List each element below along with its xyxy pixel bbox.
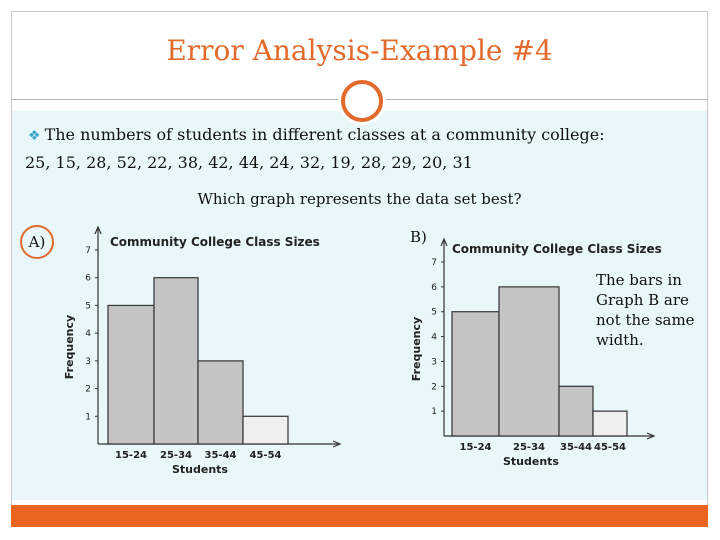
prompt-text: The numbers of students in different cla… [44, 125, 605, 144]
y-tick-label: 1 [431, 407, 437, 417]
y-tick-label: 1 [85, 412, 91, 422]
x-axis-arrow-icon [646, 432, 656, 440]
chart-title: Community College Class Sizes [110, 235, 320, 249]
bullet-icon: ❖ [28, 128, 41, 144]
prompt-line: ❖ The numbers of students in different cl… [28, 125, 605, 144]
x-axis-label: Students [172, 463, 228, 476]
graph-b: Community College Class Sizes Frequency 1 2… [410, 237, 662, 468]
y-axis-label: Frequency [63, 315, 76, 379]
y-tick-label: 5 [85, 301, 91, 311]
y-tick-label: 3 [85, 357, 91, 367]
x-tick-label: 15-24 [115, 450, 147, 461]
slide-title: Error Analysis-Example #4 [166, 34, 553, 67]
y-axis-arrow-icon [94, 225, 102, 235]
data-line: 25, 15, 28, 52, 22, 38, 42, 44, 24, 32, … [25, 153, 473, 172]
bar-45-54 [242, 415, 289, 445]
y-axis-label: Frequency [410, 317, 423, 381]
y-tick-label: 3 [431, 357, 437, 367]
chart-title: Community College Class Sizes [452, 242, 662, 256]
y-tick-label: 4 [85, 329, 91, 339]
y-tick-label: 7 [431, 258, 437, 268]
x-tick-label: 35-44 [560, 442, 592, 453]
y-tick-label: 2 [431, 382, 437, 392]
y-tick-label: 6 [85, 274, 91, 284]
footer-bar [11, 505, 708, 527]
y-tick-label: 2 [85, 385, 91, 395]
y-tick-label: 6 [431, 283, 437, 293]
y-tick-label: 4 [431, 333, 437, 343]
decorative-circle-icon [341, 80, 383, 122]
x-axis-label: Students [503, 455, 559, 468]
option-b-label: B) [410, 228, 427, 246]
x-axis-arrow-icon [332, 440, 342, 448]
y-tick-label: 7 [85, 246, 91, 256]
bar-25-34 [153, 277, 199, 445]
bar-45-54 [592, 410, 628, 437]
y-tick-label: 5 [431, 308, 437, 318]
question-text: Which graph represents the data set best… [197, 190, 522, 208]
graph-a: Community College Class Sizes Frequency 1 2… [63, 225, 342, 476]
note-text: The bars in Graph B are not the same wid… [596, 271, 695, 349]
bar-25-34 [498, 286, 560, 437]
option-a-label: A) [20, 225, 54, 259]
bar-35-44 [197, 360, 244, 445]
x-tick-label: 25-34 [160, 450, 192, 461]
x-tick-label: 35-44 [205, 450, 237, 461]
y-axis-arrow-icon [440, 237, 448, 247]
bar-15-24 [107, 304, 155, 445]
x-tick-label: 15-24 [460, 442, 492, 453]
x-tick-label: 45-54 [594, 442, 626, 453]
bar-15-24 [451, 311, 500, 437]
x-tick-label: 25-34 [513, 442, 545, 453]
bar-35-44 [558, 385, 594, 437]
x-tick-label: 45-54 [250, 450, 282, 461]
